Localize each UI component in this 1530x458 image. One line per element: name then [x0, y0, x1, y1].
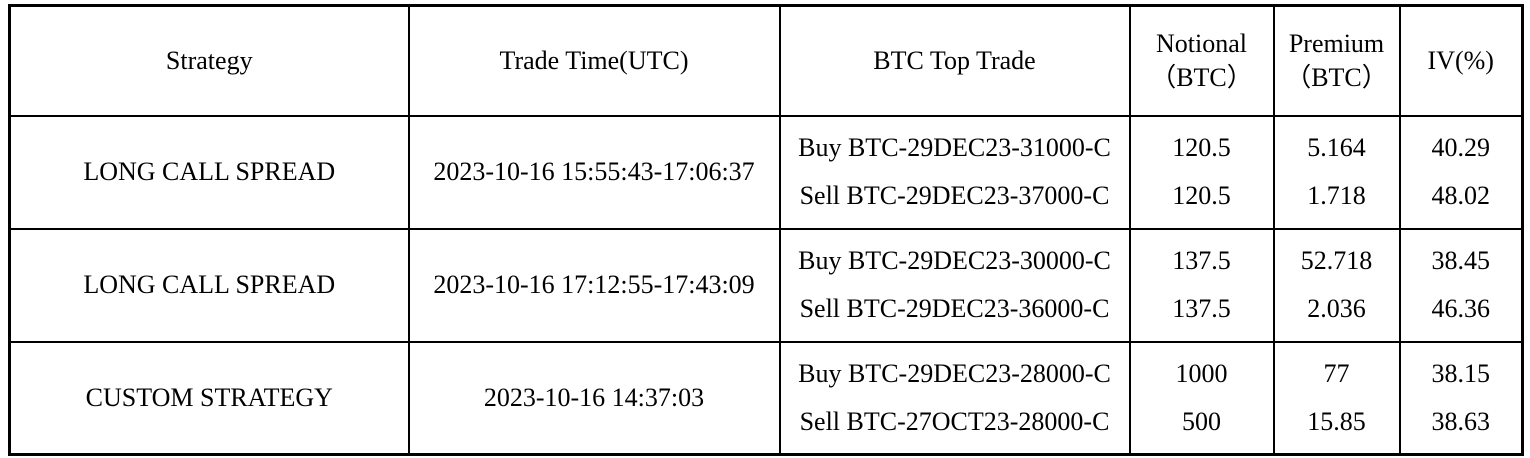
- btc-top-trades-table: Strategy Trade Time(UTC) BTC Top Trade N…: [8, 4, 1524, 456]
- premium-value: 1.718: [1307, 181, 1366, 210]
- notional-value: 137.5: [1172, 294, 1231, 323]
- strategy-cell: LONG CALL SPREAD: [8, 114, 410, 230]
- trade-leg-buy: Buy BTC-29DEC23-31000-C: [798, 133, 1111, 163]
- column-header-notional: Notional （BTC）: [1128, 4, 1275, 117]
- trade-leg-sell: Sell BTC-27OCT23-28000-C: [799, 406, 1110, 436]
- notional-cell: 120.5 120.5: [1128, 114, 1275, 230]
- premium-cell: 77 15.85: [1272, 340, 1401, 456]
- iv-value: 46.36: [1431, 294, 1491, 323]
- column-header-top-trade: BTC Top Trade: [778, 4, 1131, 117]
- btc-top-trades-table-wrap: Strategy Trade Time(UTC) BTC Top Trade N…: [8, 4, 1524, 456]
- iv-value: 38.63: [1431, 406, 1491, 436]
- iv-value: 40.29: [1431, 133, 1491, 163]
- notional-cell: 137.5 137.5: [1128, 227, 1275, 343]
- column-header-premium: Premium （BTC）: [1272, 4, 1401, 117]
- iv-value: 38.15: [1431, 358, 1491, 388]
- table-row: LONG CALL SPREAD 2023-10-16 17:12:55-17:…: [8, 227, 1524, 343]
- premium-cell: 52.718 2.036: [1272, 227, 1401, 343]
- iv-cell: 40.29 48.02: [1398, 114, 1524, 230]
- top-trade-cell: Buy BTC-29DEC23-30000-C Sell BTC-29DEC23…: [778, 227, 1131, 343]
- table-row: LONG CALL SPREAD 2023-10-16 15:55:43-17:…: [8, 114, 1524, 230]
- strategy-cell: CUSTOM STRATEGY: [8, 340, 410, 456]
- trade-leg-buy: Buy BTC-29DEC23-28000-C: [798, 358, 1111, 388]
- iv-value: 48.02: [1431, 181, 1491, 210]
- notional-value: 1000: [1175, 358, 1228, 388]
- table-row: CUSTOM STRATEGY 2023-10-16 14:37:03 Buy …: [8, 340, 1524, 456]
- trade-time-cell: 2023-10-16 14:37:03: [407, 340, 781, 456]
- trade-leg-buy: Buy BTC-29DEC23-30000-C: [798, 246, 1111, 276]
- trade-leg-sell: Sell BTC-29DEC23-37000-C: [799, 181, 1110, 210]
- trade-time-cell: 2023-10-16 17:12:55-17:43:09: [407, 227, 781, 343]
- column-header-trade-time: Trade Time(UTC): [407, 4, 781, 117]
- iv-cell: 38.45 46.36: [1398, 227, 1524, 343]
- iv-value: 38.45: [1431, 246, 1491, 276]
- trade-leg-sell: Sell BTC-29DEC23-36000-C: [799, 294, 1110, 323]
- premium-value: 5.164: [1307, 133, 1366, 163]
- notional-value: 120.5: [1172, 181, 1231, 210]
- strategy-cell: LONG CALL SPREAD: [8, 227, 410, 343]
- premium-cell: 5.164 1.718: [1272, 114, 1401, 230]
- top-trade-cell: Buy BTC-29DEC23-31000-C Sell BTC-29DEC23…: [778, 114, 1131, 230]
- iv-cell: 38.15 38.63: [1398, 340, 1524, 456]
- column-header-iv: IV(%): [1398, 4, 1524, 117]
- premium-value: 77: [1323, 358, 1350, 388]
- premium-value: 15.85: [1307, 406, 1366, 436]
- premium-value: 2.036: [1307, 294, 1366, 323]
- notional-value: 500: [1182, 406, 1221, 436]
- notional-value: 137.5: [1172, 246, 1231, 276]
- top-trade-cell: Buy BTC-29DEC23-28000-C Sell BTC-27OCT23…: [778, 340, 1131, 456]
- trade-time-cell: 2023-10-16 15:55:43-17:06:37: [407, 114, 781, 230]
- notional-cell: 1000 500: [1128, 340, 1275, 456]
- column-header-strategy: Strategy: [8, 4, 410, 117]
- premium-value: 52.718: [1300, 246, 1373, 276]
- notional-value: 120.5: [1172, 133, 1231, 163]
- table-header-row: Strategy Trade Time(UTC) BTC Top Trade N…: [8, 4, 1524, 117]
